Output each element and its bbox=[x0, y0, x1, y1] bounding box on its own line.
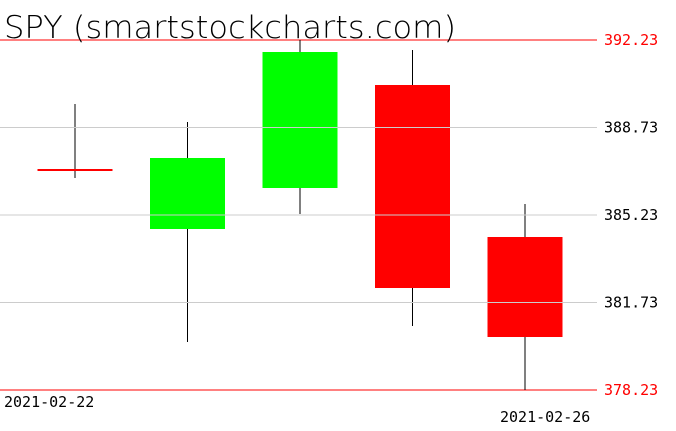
x-tick-label-end: 2021-02-26 bbox=[500, 408, 590, 426]
y-axis-labels: 392.23 388.73 385.23 381.73 378.23 bbox=[604, 31, 658, 399]
candle-body bbox=[37, 169, 113, 171]
candle-body bbox=[375, 85, 450, 288]
y-tick-label: 385.23 bbox=[604, 206, 658, 224]
x-tick-label-start: 2021-02-22 bbox=[4, 393, 94, 411]
chart-title: SPY (smartstockcharts.com) bbox=[4, 10, 456, 46]
y-tick-label: 392.23 bbox=[604, 31, 658, 49]
candle-body bbox=[262, 52, 338, 188]
candle-body bbox=[150, 158, 225, 229]
y-tick-label: 388.73 bbox=[604, 119, 658, 137]
y-tick-label: 378.23 bbox=[604, 381, 658, 399]
candle-body bbox=[487, 237, 563, 337]
candles bbox=[0, 40, 597, 390]
y-tick-label: 381.73 bbox=[604, 294, 658, 312]
